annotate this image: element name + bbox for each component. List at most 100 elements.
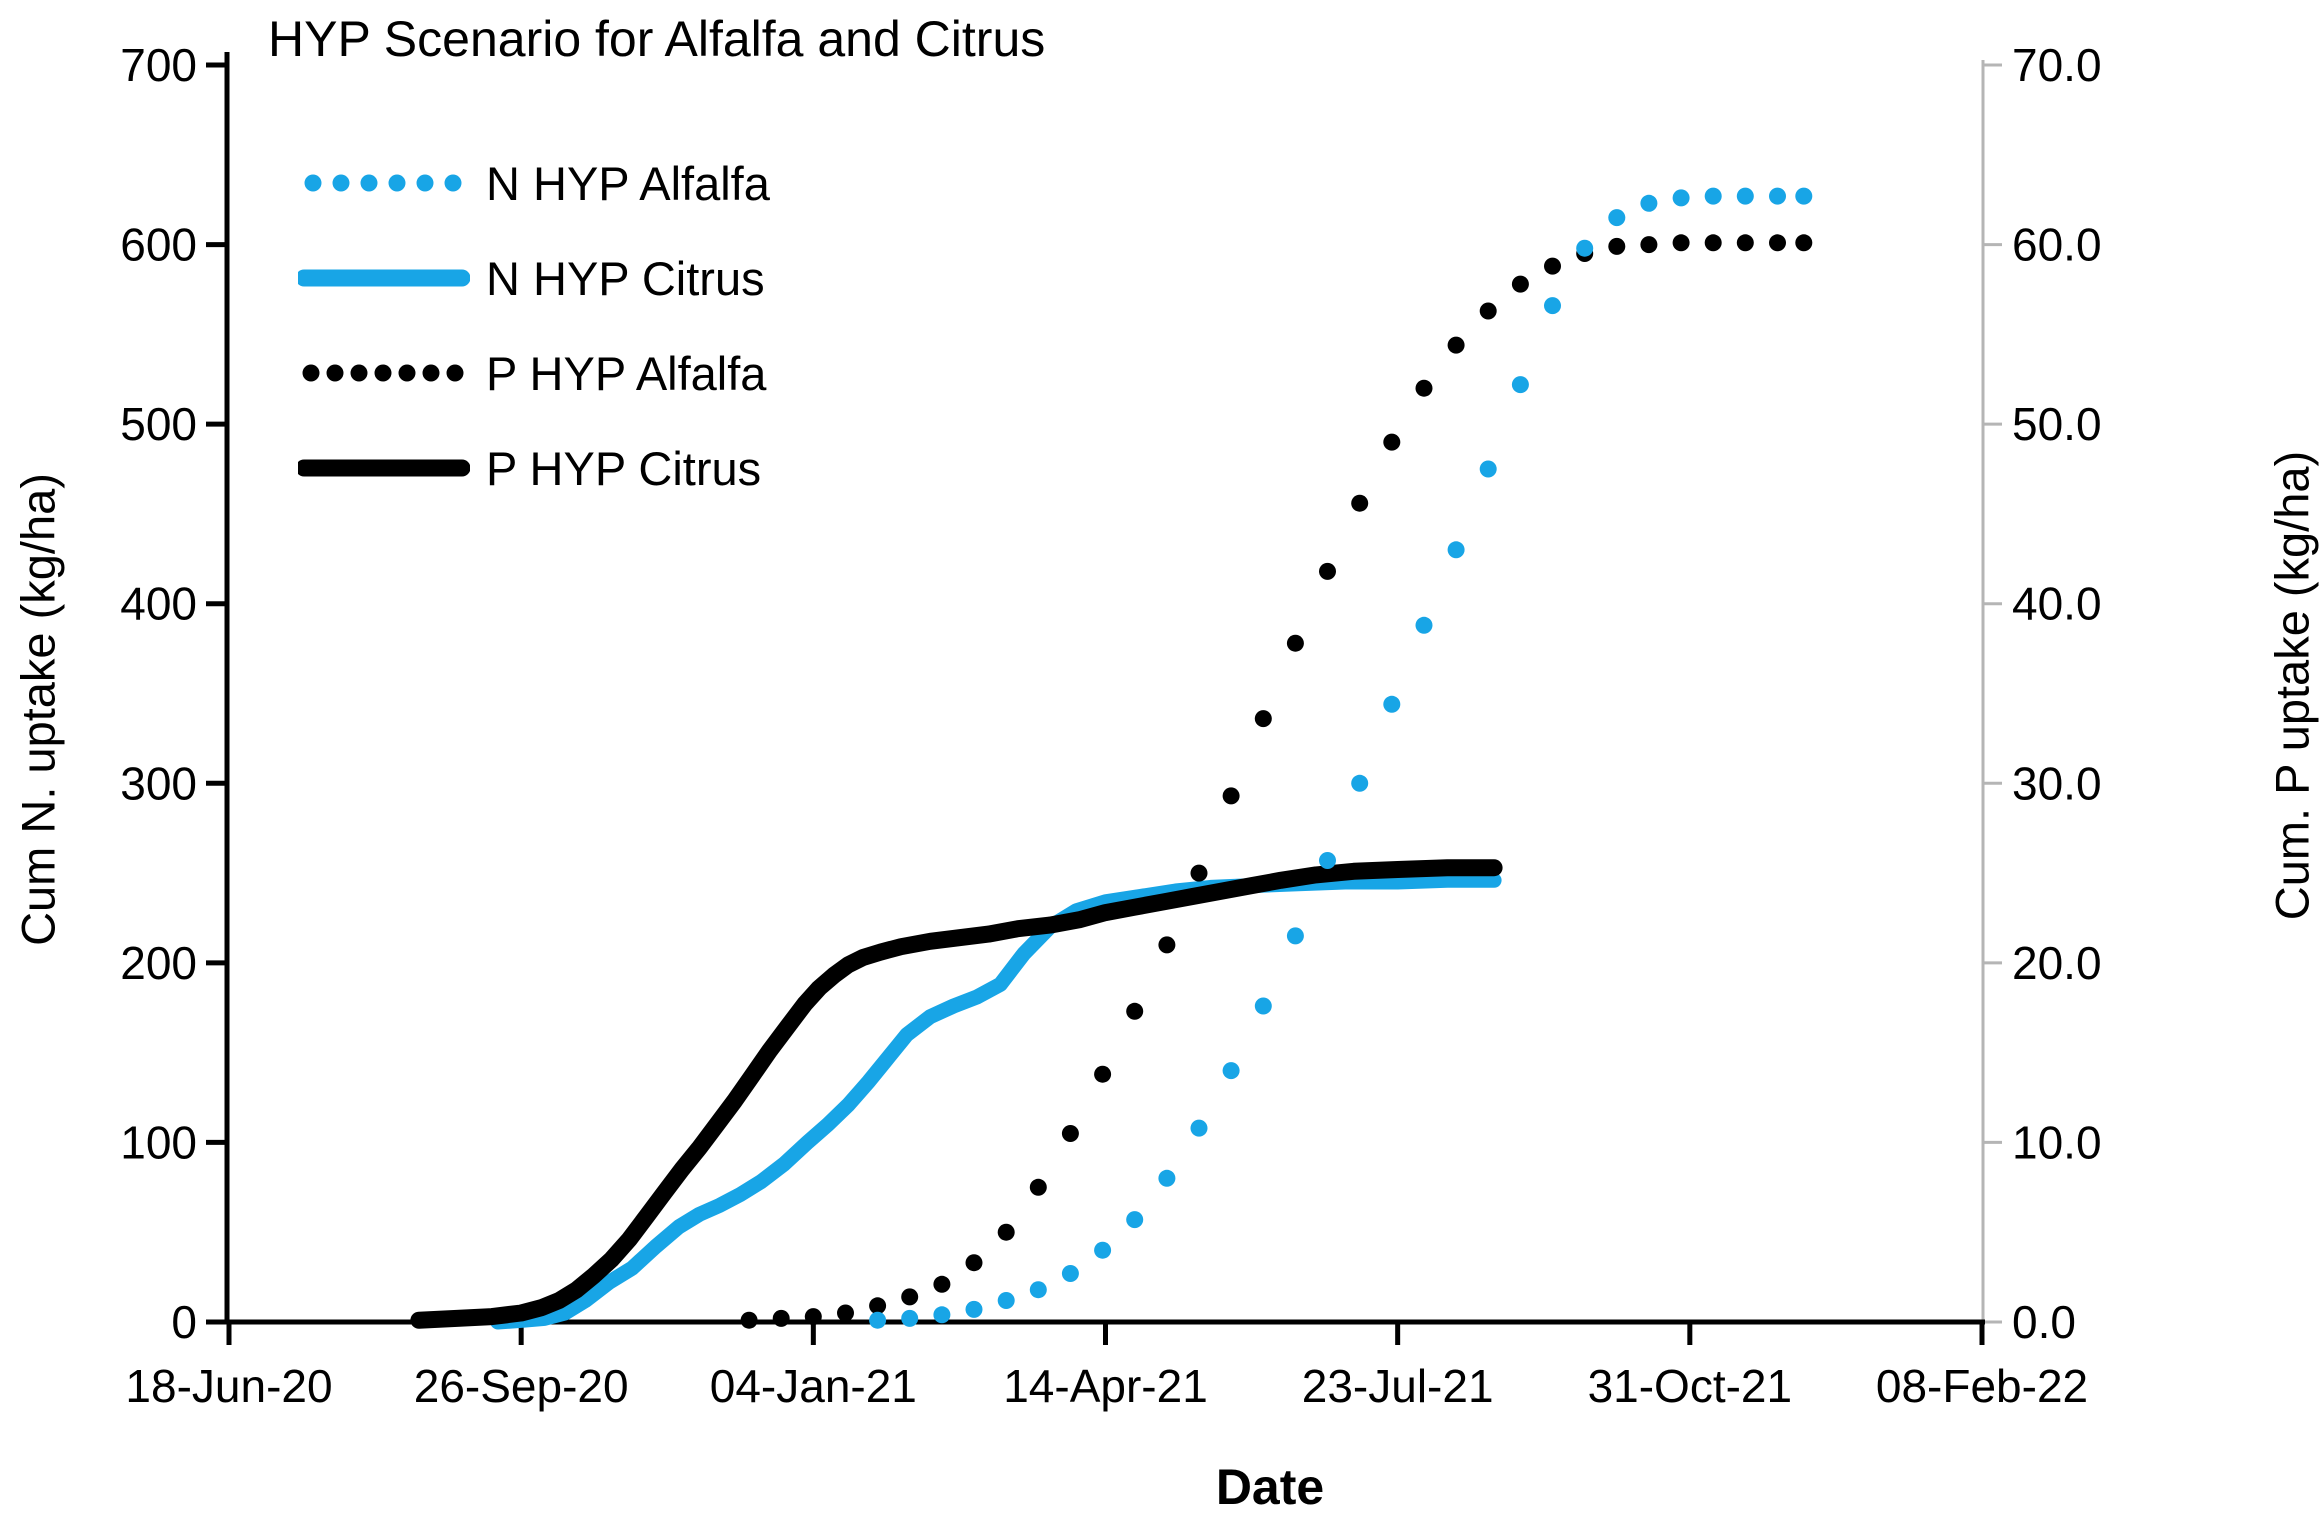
legend-item-n-hyp-citrus: N HYP Citrus [295,246,765,310]
x-tick-label: 08-Feb-22 [1876,1360,2088,1412]
data-point [1222,787,1240,805]
data-point [1544,297,1561,315]
data-point [1736,187,1754,205]
data-point [1672,234,1690,252]
data-point [901,1288,919,1306]
y-left-tick-label: 700 [120,39,197,91]
data-point [901,1309,919,1327]
series-p-hyp-citrus [410,859,1503,1329]
data-point [1736,234,1754,252]
y-left-tick-label: 100 [120,1116,197,1168]
data-point [1383,433,1401,451]
data-point [1511,275,1529,293]
data-point [772,1309,790,1327]
y-right-tick-label: 20.0 [2012,937,2102,989]
data-point [965,1254,983,1272]
data-point [1061,1125,1079,1142]
legend-item-p-hyp-citrus: P HYP Citrus [295,436,761,500]
data-point [1286,634,1304,652]
data-point [1479,302,1497,320]
y-left-tick-label: 400 [120,578,197,630]
data-point [1029,1178,1047,1196]
data-point [1795,187,1813,205]
x-tick-label: 18-Jun-20 [125,1360,332,1412]
legend-label: N HYP Citrus [486,251,765,305]
series-n-hyp-citrus [490,872,1502,1330]
data-point [1158,1169,1176,1187]
black-dotted-line-icon [298,341,470,405]
data-point [1640,236,1658,254]
chart-title: HYP Scenario for Alfalfa and Citrus [268,11,1046,67]
data-point [1158,936,1176,954]
data-point [1190,864,1208,882]
left-y-axis-title: Cum N. uptake (kg/ha) [11,473,65,946]
legend-item-p-hyp-alfalfa: P HYP Alfalfa [298,341,766,405]
data-point [837,1304,854,1322]
data-point [997,1292,1015,1309]
data-point [740,1311,758,1329]
blue-solid-line-icon [295,246,471,310]
data-point [1544,257,1561,275]
data-point [1061,1265,1079,1282]
data-point [1608,237,1626,255]
data-point [1094,1065,1112,1083]
data-point [1222,1062,1240,1080]
data-point [1029,1281,1047,1299]
data-point [1447,336,1465,354]
data-point [1286,927,1304,945]
data-point [1254,997,1272,1015]
legend-item-n-hyp-alfalfa: N HYP Alfalfa [298,151,770,215]
data-point [1576,239,1594,257]
series-p-hyp-alfalfa [740,234,1813,1329]
data-point [1094,1241,1112,1259]
y-left-tick-label: 600 [120,219,197,271]
data-point [1351,494,1369,512]
x-tick-label: 14-Apr-21 [1003,1360,1208,1412]
data-point [1383,695,1401,713]
data-point [804,1308,822,1326]
x-tick-label: 26-Sep-20 [414,1360,629,1412]
x-tick-label: 04-Jan-21 [710,1360,917,1412]
data-point [1254,710,1272,728]
black-solid-line-icon [295,436,471,500]
legend-label: P HYP Alfalfa [486,346,767,400]
data-point [933,1275,951,1293]
data-point [1447,541,1465,559]
data-point [1511,376,1529,394]
data-point [965,1300,983,1318]
y-right-tick-label: 60.0 [2012,219,2102,271]
data-point [869,1297,887,1315]
y-left-tick-label: 500 [120,398,197,450]
x-tick-label: 31-Oct-21 [1588,1360,1793,1412]
data-point [1126,1211,1144,1229]
data-point [997,1223,1015,1241]
data-point [1769,234,1786,252]
y-right-tick-label: 50.0 [2012,398,2102,450]
y-left-tick-label: 0 [171,1296,197,1348]
data-point [1415,616,1433,634]
blue-dotted-line-icon [298,151,470,215]
x-axis-title: Date [1215,1459,1325,1515]
data-point [1126,1002,1144,1020]
data-point [1319,852,1336,869]
y-right-tick-label: 30.0 [2012,757,2102,809]
data-point [1351,774,1369,792]
data-point [933,1306,951,1324]
x-tick-label: 23-Jul-21 [1302,1360,1494,1412]
data-point [1608,209,1626,227]
right-y-axis-title: Cum. P uptake (kg/ha) [2265,450,2319,921]
data-point [1415,379,1433,397]
data-point [1190,1119,1208,1137]
data-point [1704,187,1722,205]
data-point [1704,234,1722,252]
y-right-tick-label: 70.0 [2012,39,2102,91]
y-right-tick-label: 40.0 [2012,578,2102,630]
data-point [1479,460,1497,478]
data-point [1672,189,1690,207]
data-point [1319,562,1336,580]
y-right-tick-label: 10.0 [2012,1116,2102,1168]
data-point [1769,187,1786,205]
data-point [869,1311,887,1329]
